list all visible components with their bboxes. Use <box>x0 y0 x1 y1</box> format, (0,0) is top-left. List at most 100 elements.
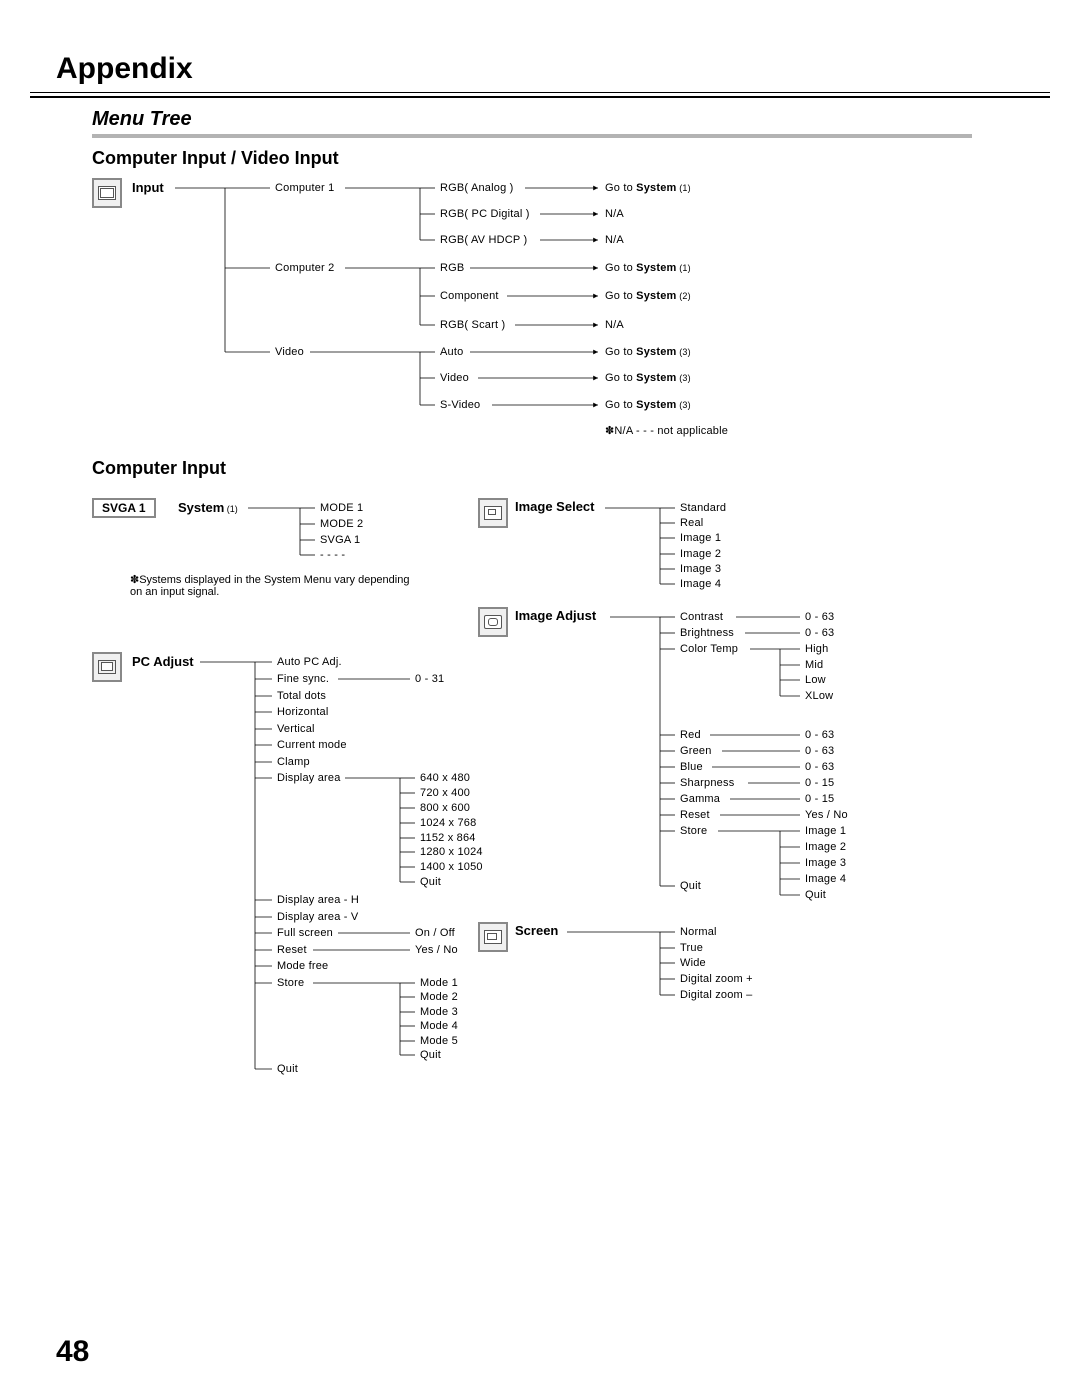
ia-gamma: Gamma <box>680 793 720 805</box>
rgb-analog: RGB( Analog ) <box>440 182 514 194</box>
target-c2-1: Go to System (1) <box>605 262 691 274</box>
system-note: ✽Systems displayed in the System Menu va… <box>130 573 420 598</box>
pcadj-da-800: 800 x 600 <box>420 802 470 814</box>
pcadj-fullscreen-val: On / Off <box>415 927 455 939</box>
pcadj-store-m3: Mode 3 <box>420 1006 458 1018</box>
ia-colortemp: Color Temp <box>680 643 738 655</box>
pcadj-store: Store <box>277 977 304 989</box>
ia-ct-xlow: XLow <box>805 690 833 702</box>
ia-store-quit: Quit <box>805 889 826 901</box>
ia-reset-r: Yes / No <box>805 809 848 821</box>
pcadj-currentmode: Current mode <box>277 739 347 751</box>
screen-label: Screen <box>515 923 558 938</box>
pcadj-modefree: Mode free <box>277 960 328 972</box>
is-image3: Image 3 <box>680 563 721 575</box>
ia-ct-low: Low <box>805 674 826 686</box>
pcadj-finesync: Fine sync. <box>277 673 329 685</box>
target-c1-1: Go to System (1) <box>605 182 691 194</box>
pcadj-reset: Reset <box>277 944 307 956</box>
pcadj-da-1400: 1400 x 1050 <box>420 861 483 873</box>
pcadj-da-640: 640 x 480 <box>420 772 470 784</box>
input-label: Input <box>132 180 164 195</box>
ia-store: Store <box>680 825 707 837</box>
rgb-av-hdcp: RGB( AV HDCP ) <box>440 234 527 246</box>
pcadj-store-m4: Mode 4 <box>420 1020 458 1032</box>
ia-store-i3: Image 3 <box>805 857 846 869</box>
ia-blue-r: 0 - 63 <box>805 761 834 773</box>
target-c1-3: N/A <box>605 234 624 246</box>
ia-contrast: Contrast <box>680 611 723 623</box>
pcadj-totaldots: Total dots <box>277 690 326 702</box>
is-standard: Standard <box>680 502 726 514</box>
pcadj-da-1024: 1024 x 768 <box>420 817 476 829</box>
ia-red-r: 0 - 63 <box>805 729 834 741</box>
is-image4: Image 4 <box>680 578 721 590</box>
ia-green: Green <box>680 745 712 757</box>
video-opt: Video <box>440 372 469 384</box>
page-number: 48 <box>56 1335 89 1369</box>
imageadjust-label: Image Adjust <box>515 608 596 623</box>
target-v-1: Go to System (3) <box>605 346 691 358</box>
ia-red: Red <box>680 729 701 741</box>
pcadj-da-quit: Quit <box>420 876 441 888</box>
screen-dzm: Digital zoom – <box>680 989 753 1001</box>
rgb: RGB <box>440 262 464 274</box>
tree-lines <box>0 0 1080 1397</box>
target-v-2: Go to System (3) <box>605 372 691 384</box>
is-image1: Image 1 <box>680 532 721 544</box>
screen-normal: Normal <box>680 926 717 938</box>
pcadj-displayareah: Display area - H <box>277 894 359 906</box>
pcadj-finesync-range: 0 - 31 <box>415 673 444 685</box>
ia-brightness-r: 0 - 63 <box>805 627 834 639</box>
pcadj-autopc: Auto PC Adj. <box>277 656 342 668</box>
system-dashes: - - - - <box>320 549 345 561</box>
rgb-pc-digital: RGB( PC Digital ) <box>440 208 530 220</box>
ia-gamma-r: 0 - 15 <box>805 793 834 805</box>
ia-green-r: 0 - 63 <box>805 745 834 757</box>
ia-sharpness: Sharpness <box>680 777 734 789</box>
screen-true: True <box>680 942 703 954</box>
pcadj-quit: Quit <box>277 1063 298 1075</box>
component: Component <box>440 290 499 302</box>
ia-store-i1: Image 1 <box>805 825 846 837</box>
computer2-label: Computer 2 <box>275 262 334 274</box>
system-mode1: MODE 1 <box>320 502 363 514</box>
ia-sharpness-r: 0 - 15 <box>805 777 834 789</box>
pcadj-fullscreen: Full screen <box>277 927 333 939</box>
pcadj-da-720: 720 x 400 <box>420 787 470 799</box>
pcadj-displayareav: Display area - V <box>277 911 358 923</box>
is-real: Real <box>680 517 703 529</box>
pcadj-store-m1: Mode 1 <box>420 977 458 989</box>
pcadj-store-m5: Mode 5 <box>420 1035 458 1047</box>
ia-blue: Blue <box>680 761 703 773</box>
ia-ct-high: High <box>805 643 828 655</box>
ia-reset: Reset <box>680 809 710 821</box>
auto: Auto <box>440 346 463 358</box>
ia-store-i2: Image 2 <box>805 841 846 853</box>
input-footnote: ✽N/A - - - not applicable <box>605 424 728 437</box>
pcadj-vertical: Vertical <box>277 723 315 735</box>
video-label: Video <box>275 346 304 358</box>
pcadj-da-1280: 1280 x 1024 <box>420 846 483 858</box>
target-c2-2: Go to System (2) <box>605 290 691 302</box>
pcadj-displayarea: Display area <box>277 772 341 784</box>
screen-wide: Wide <box>680 957 706 969</box>
svideo: S-Video <box>440 399 480 411</box>
ia-contrast-r: 0 - 63 <box>805 611 834 623</box>
pcadj-store-m2: Mode 2 <box>420 991 458 1003</box>
ia-quit: Quit <box>680 880 701 892</box>
system-label: System (1) <box>178 499 238 517</box>
rgb-scart: RGB( Scart ) <box>440 319 505 331</box>
system-mode2: MODE 2 <box>320 518 363 530</box>
is-image2: Image 2 <box>680 548 721 560</box>
target-v-3: Go to System (3) <box>605 399 691 411</box>
ia-store-i4: Image 4 <box>805 873 846 885</box>
pcadj-clamp: Clamp <box>277 756 310 768</box>
pcadj-store-quit: Quit <box>420 1049 441 1061</box>
ia-brightness: Brightness <box>680 627 734 639</box>
target-c2-3: N/A <box>605 319 624 331</box>
pcadjust-label: PC Adjust <box>132 654 194 669</box>
target-c1-2: N/A <box>605 208 624 220</box>
ia-ct-mid: Mid <box>805 659 823 671</box>
imageselect-label: Image Select <box>515 499 595 514</box>
